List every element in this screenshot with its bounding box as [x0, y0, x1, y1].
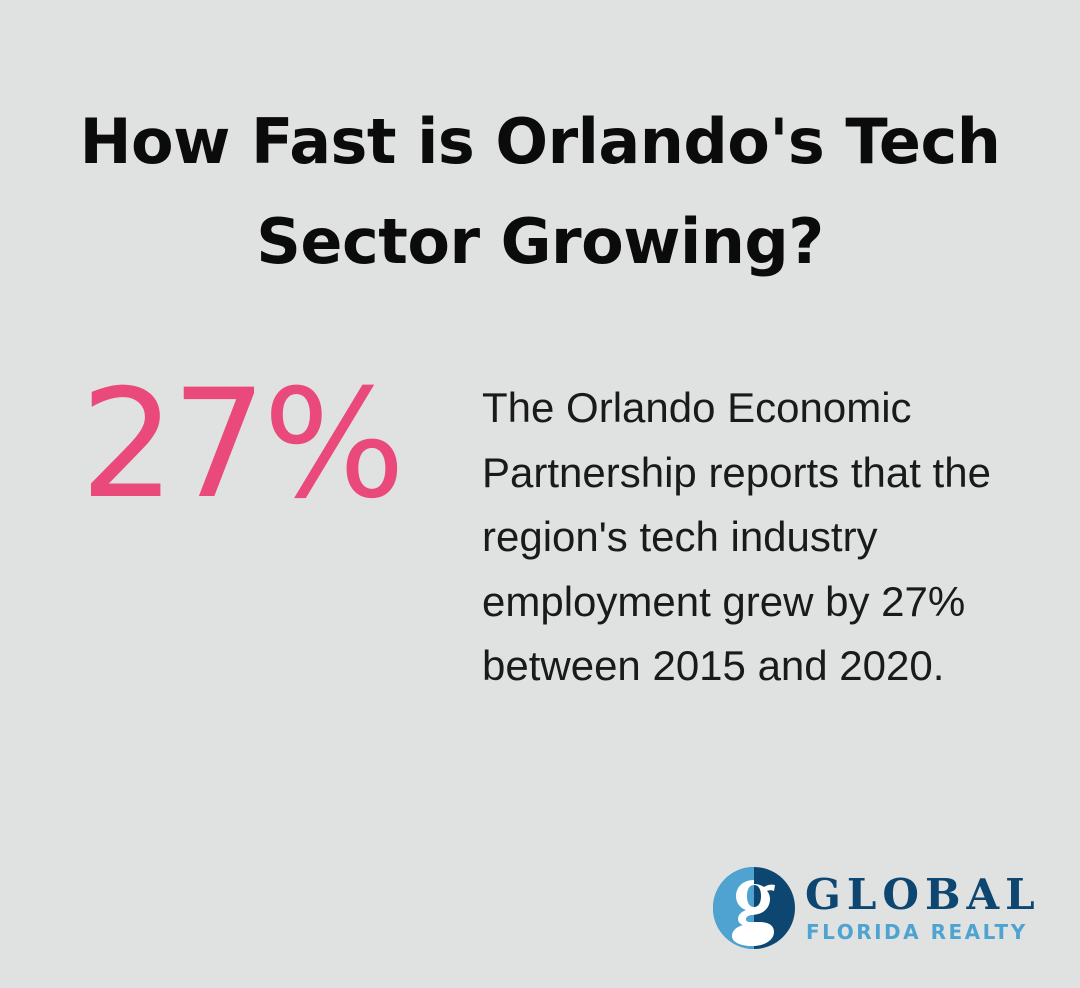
stat-value: 27% — [80, 358, 405, 532]
page-title: How Fast is Orlando's Tech Sector Growin… — [79, 105, 1001, 278]
stat-description: The Orlando Economic Partnership reports… — [482, 384, 991, 689]
logo-line1: GLOBAL — [805, 870, 1041, 919]
logo-line2: FLORIDA REALTY — [806, 920, 1028, 944]
global-g-logo-icon — [713, 867, 795, 949]
